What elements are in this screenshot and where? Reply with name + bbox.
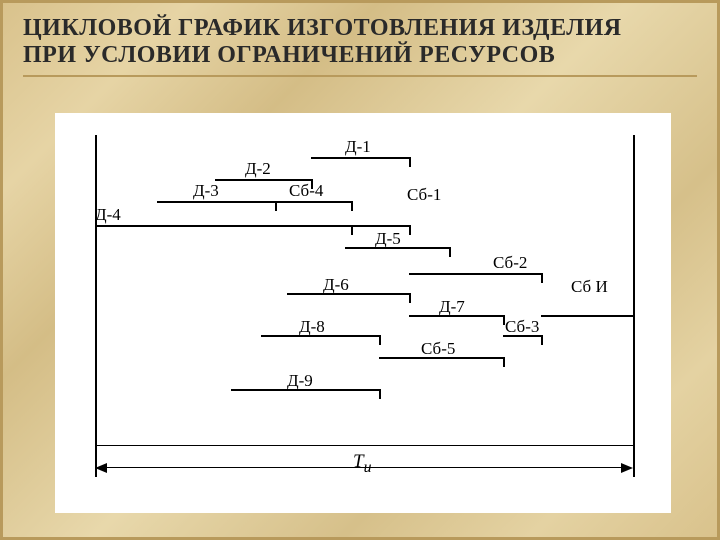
gantt-bar bbox=[157, 201, 275, 203]
bar-label: Д-4 bbox=[95, 205, 121, 225]
bar-end-tick bbox=[541, 335, 543, 345]
bar-label: Сб И bbox=[571, 277, 608, 297]
left-frame-line bbox=[95, 135, 97, 477]
bar-label: Д-2 bbox=[245, 159, 271, 179]
axis-label: Tи bbox=[353, 451, 372, 477]
bar-end-tick bbox=[503, 357, 505, 367]
slide-title: ЦИКЛОВОЙ ГРАФИК ИЗГОТОВЛЕНИЯ ИЗДЕЛИЯ ПРИ… bbox=[23, 15, 697, 77]
gantt-bar bbox=[95, 225, 351, 227]
gantt-bar bbox=[311, 157, 409, 159]
title-underline bbox=[23, 75, 697, 77]
bar-end-tick bbox=[409, 293, 411, 303]
title-line-1: ЦИКЛОВОЙ ГРАФИК ИЗГОТОВЛЕНИЯ ИЗДЕЛИЯ bbox=[23, 15, 697, 42]
baseline-guide bbox=[95, 445, 633, 446]
bar-end-tick bbox=[409, 157, 411, 167]
bar-end-tick bbox=[379, 335, 381, 345]
slide: ЦИКЛОВОЙ ГРАФИК ИЗГОТОВЛЕНИЯ ИЗДЕЛИЯ ПРИ… bbox=[0, 0, 720, 540]
bar-label: Д-6 bbox=[323, 275, 349, 295]
axis-arrow-right-icon bbox=[621, 463, 633, 473]
axis-arrow-left-icon bbox=[95, 463, 107, 473]
bar-label: Сб-2 bbox=[493, 253, 527, 273]
gantt-bar bbox=[351, 225, 409, 227]
bar-label: Д-3 bbox=[193, 181, 219, 201]
bar-label: Сб-5 bbox=[421, 339, 455, 359]
bar-label: Сб-3 bbox=[505, 317, 539, 337]
bar-end-tick bbox=[449, 247, 451, 257]
right-frame-line bbox=[633, 135, 635, 477]
title-line-2: ПРИ УСЛОВИИ ОГРАНИЧЕНИЙ РЕСУРСОВ bbox=[23, 42, 697, 69]
bar-end-tick bbox=[351, 201, 353, 211]
bar-end-tick bbox=[379, 389, 381, 399]
bar-end-tick bbox=[541, 273, 543, 283]
bar-label: Д-5 bbox=[375, 229, 401, 249]
gantt-bar bbox=[275, 201, 351, 203]
bar-label: Д-9 bbox=[287, 371, 313, 391]
bar-label: Д-8 bbox=[299, 317, 325, 337]
bar-label: Д-1 bbox=[345, 137, 371, 157]
bar-label: Сб-1 bbox=[407, 185, 441, 205]
bar-label: Сб-4 bbox=[289, 181, 323, 201]
bar-label: Д-7 bbox=[439, 297, 465, 317]
bar-end-tick bbox=[409, 225, 411, 235]
gantt-bar bbox=[541, 315, 633, 317]
cycle-chart: Д-1 Д-2 Д-3 Сб-4 Д-4 Сб-1 Д-5 Сб-2 Д-6 Д-7 Сб И Д-8… bbox=[55, 113, 671, 513]
gantt-bar bbox=[409, 273, 541, 275]
